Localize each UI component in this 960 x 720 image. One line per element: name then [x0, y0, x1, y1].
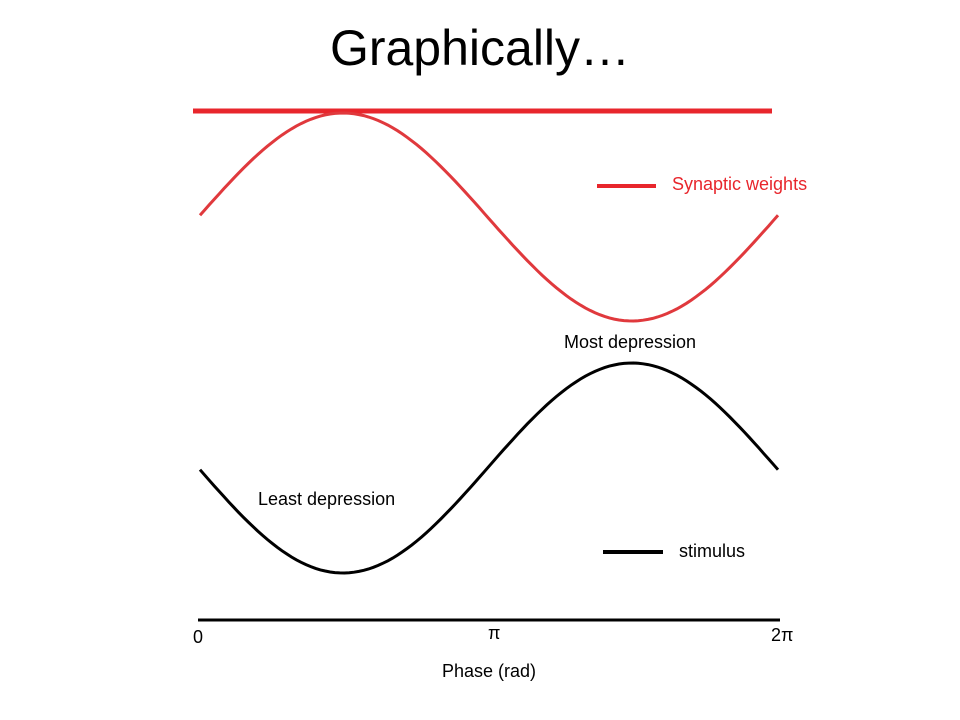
x-axis-label: Phase (rad)	[442, 661, 537, 681]
slide-title: Graphically…	[329, 20, 631, 76]
most-depression-label: Most depression	[564, 332, 697, 352]
tick-label-pi: π	[488, 623, 501, 643]
synaptic-weights-curve	[198, 111, 780, 323]
least-depression-label: Least depression	[258, 489, 396, 509]
stimulus-label: stimulus	[679, 541, 746, 561]
tick-label-2pi: 2π	[771, 625, 794, 645]
tick-label-0: 0	[193, 627, 204, 647]
synaptic-weights-label: Synaptic weights	[672, 174, 808, 194]
stimulus-curve	[198, 361, 780, 575]
